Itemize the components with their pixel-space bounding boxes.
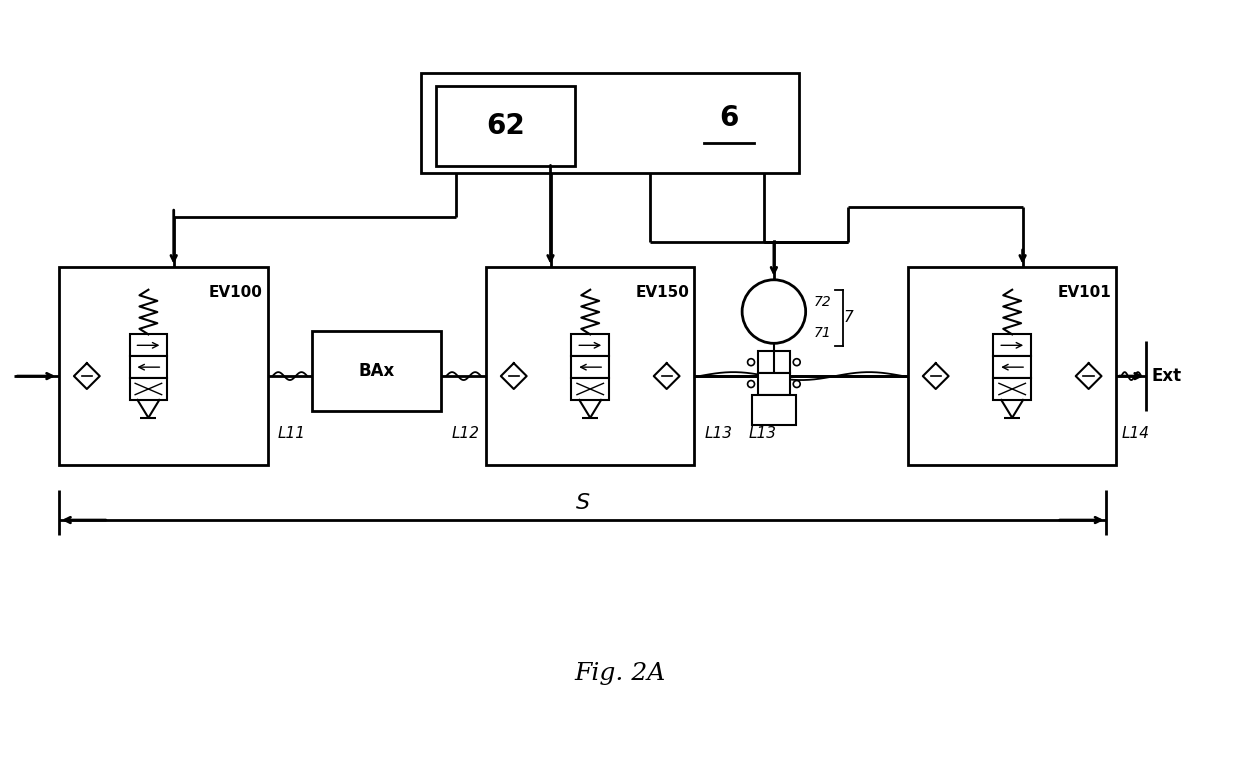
Text: L11: L11 — [278, 426, 305, 441]
Polygon shape — [501, 363, 527, 389]
Bar — [60, 267, 268, 466]
Text: L13: L13 — [704, 426, 733, 441]
Bar — [993, 334, 1030, 356]
Text: Ext: Ext — [1151, 367, 1182, 385]
Bar — [572, 334, 609, 356]
Bar — [758, 373, 790, 395]
Bar — [572, 378, 609, 400]
Text: L14: L14 — [1121, 426, 1149, 441]
Text: 71: 71 — [813, 327, 831, 341]
Bar — [129, 356, 167, 378]
Text: L12: L12 — [451, 426, 479, 441]
Bar — [908, 267, 1116, 466]
Text: L13: L13 — [749, 426, 777, 441]
Bar — [751, 395, 796, 424]
Bar — [572, 356, 609, 378]
Bar — [486, 267, 694, 466]
Text: 7: 7 — [843, 310, 853, 325]
Text: 62: 62 — [486, 112, 526, 140]
Bar — [312, 331, 441, 411]
Text: EV100: EV100 — [208, 285, 263, 300]
Text: EV150: EV150 — [636, 285, 689, 300]
Text: BAx: BAx — [358, 362, 394, 380]
Bar — [436, 86, 575, 165]
Polygon shape — [74, 363, 99, 389]
Bar — [993, 378, 1030, 400]
Text: S: S — [575, 493, 590, 513]
Bar — [993, 356, 1030, 378]
Polygon shape — [653, 363, 680, 389]
Text: 72: 72 — [813, 295, 831, 309]
Bar — [129, 334, 167, 356]
Polygon shape — [1076, 363, 1101, 389]
Bar — [422, 73, 799, 172]
Text: 6: 6 — [719, 104, 739, 132]
Text: EV101: EV101 — [1058, 285, 1111, 300]
Bar — [758, 352, 790, 373]
Polygon shape — [923, 363, 949, 389]
Bar — [129, 378, 167, 400]
Text: Fig. 2A: Fig. 2A — [574, 663, 666, 685]
